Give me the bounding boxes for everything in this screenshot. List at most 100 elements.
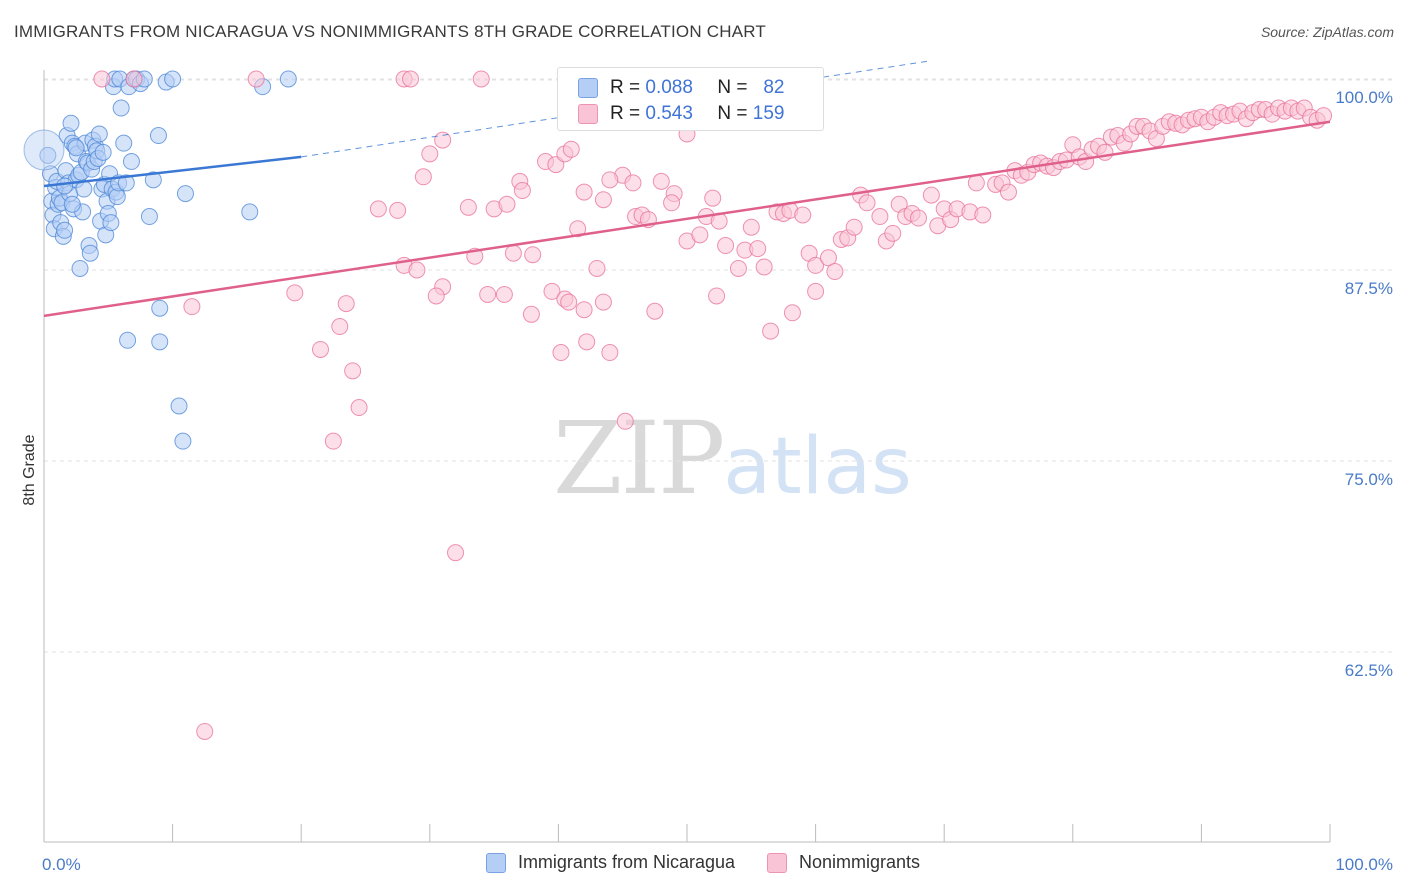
series-legend: Immigrants from Nicaragua Nonimmigrants [0,852,1406,873]
data-point [170,397,188,415]
data-point [112,99,130,117]
data-point [174,432,192,450]
correlation-legend: R = 0.088 N = 82 R = 0.543 N = 159 [557,67,824,131]
data-point [389,201,407,219]
data-point [63,195,81,213]
data-point [755,258,773,276]
data-point [75,180,93,198]
data-point [588,259,606,277]
legend-swatch-blue [485,852,506,873]
data-point [144,171,162,189]
data-point [524,246,542,264]
data-point [344,362,362,380]
y-tick-label: 87.5% [1345,279,1393,298]
x-tick-label: 0.0% [42,855,81,874]
data-point [504,244,522,262]
data-point [594,191,612,209]
legend-r-value: 0.543 [645,103,693,124]
data-point [807,256,825,274]
data-point [183,298,201,316]
data-point [749,240,767,258]
data-point [151,299,169,317]
data-point [472,70,490,88]
chart-title: IMMIGRANTS FROM NICARAGUA VS NONIMMIGRAN… [14,22,766,41]
data-point [601,171,619,189]
data-point [176,185,194,203]
data-point [279,70,297,88]
data-point [402,70,420,88]
legend-r-label: R = [610,103,641,124]
data-point [196,722,214,740]
tick-labels: 100.0% 87.5% 75.0% 62.5% 0.0% 100.0% [42,88,1393,874]
data-point [974,206,992,224]
data-point [704,189,722,207]
data-point [447,544,465,562]
legend-item-nicaragua[interactable]: Immigrants from Nicaragua [485,852,736,873]
data-point [247,70,265,88]
legend-n-value: 82 [763,77,785,98]
data-point [311,340,329,358]
data-point [794,206,812,224]
data-point [459,198,477,216]
data-point [624,174,642,192]
data-point [652,172,670,190]
legend-item-nonimmigrants[interactable]: Nonimmigrants [767,852,920,873]
data-point [498,195,516,213]
legend-swatch-pink [578,104,598,124]
y-tick-label: 62.5% [1345,661,1393,680]
data-point [164,70,182,88]
data-point [286,284,304,302]
data-point [513,182,531,200]
data-point [575,301,593,319]
legend-n-label: N = [717,77,748,98]
trend-line-nicaragua-extension [301,60,932,158]
data-point [858,194,876,212]
data-point [67,139,85,157]
data-point [479,285,497,303]
data-point [56,177,74,195]
watermark-atlas: atlas [723,422,912,512]
legend-n-value: 159 [752,103,785,124]
data-point [552,344,570,362]
data-point [691,226,709,244]
legend-swatch-blue [578,78,598,98]
legend-series-name: Immigrants from Nicaragua [517,852,736,872]
trend-line-nicaragua [43,155,302,188]
data-point [408,261,426,279]
legend-row-nicaragua: R = 0.088 N = 82 [578,76,784,100]
data-point [117,174,135,192]
data-point [151,333,169,351]
data-point [616,412,634,430]
data-point [56,221,74,239]
data-point [578,333,596,351]
data-point [350,399,368,417]
legend-series-name: Nonimmigrants [799,852,921,872]
data-point [663,194,681,212]
data-point [884,224,902,242]
watermark: ZIPatlas [553,400,912,517]
data-point [543,282,561,300]
data-point [1000,183,1017,201]
data-point [421,145,439,163]
grid-lines [44,78,1395,653]
data-point [102,214,120,232]
data-point [125,70,143,88]
data-point [149,127,167,145]
trend-line-nonimmigrants [43,120,1331,318]
trend-lines [43,60,1331,318]
legend-r-label: R = [610,77,641,98]
data-point [241,203,259,221]
data-point [783,304,801,322]
x-tick-label: 100.0% [1335,855,1393,874]
data-point [522,305,540,323]
data-point [414,168,432,186]
watermark-zip: ZIP [553,400,725,517]
data-point [140,208,158,226]
data-point [62,114,80,132]
y-tick-label: 75.0% [1345,470,1393,489]
data-point [560,293,578,311]
y-tick-label: 100.0% [1335,88,1393,107]
data-point [717,237,735,255]
